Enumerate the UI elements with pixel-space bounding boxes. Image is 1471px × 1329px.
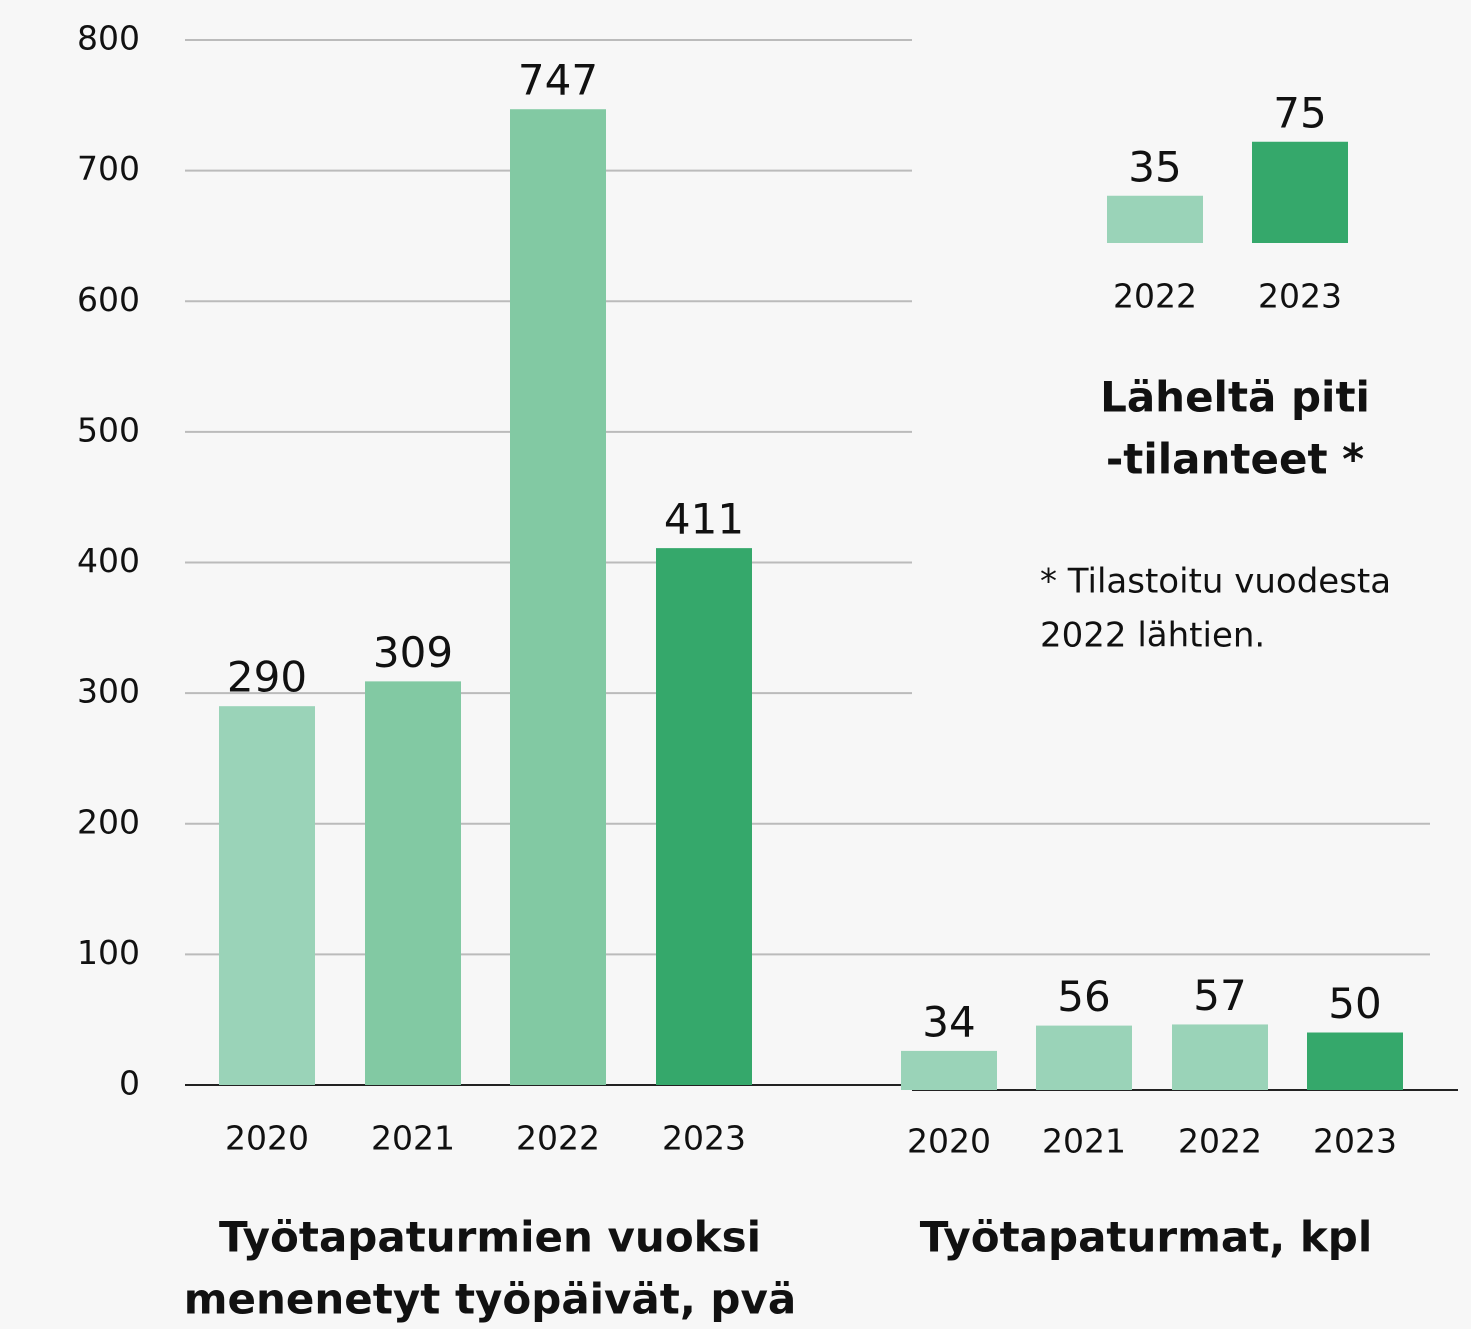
y-tick-label: 0	[119, 1064, 140, 1103]
x-tick-label: 2021	[371, 1119, 455, 1158]
value-label: 747	[518, 56, 598, 105]
bar	[656, 548, 752, 1085]
y-tick-label: 100	[77, 933, 140, 972]
value-label: 75	[1273, 88, 1326, 137]
y-tick-label: 400	[77, 541, 140, 580]
bar	[1307, 1032, 1403, 1090]
bar	[1252, 141, 1348, 243]
value-label: 56	[1057, 972, 1110, 1021]
chart-title: menenetyt työpäivät, pvä	[184, 1275, 796, 1324]
value-label: 50	[1328, 979, 1381, 1028]
footnote: 2022 lähtien.	[1040, 616, 1265, 656]
y-tick-label: 200	[77, 802, 140, 841]
value-label: 290	[227, 653, 307, 702]
footnote: * Tilastoitu vuodesta	[1040, 562, 1391, 602]
y-tick-label: 500	[77, 410, 140, 449]
y-tick-label: 300	[77, 672, 140, 711]
chart-title: Työtapaturmat, kpl	[920, 1213, 1373, 1262]
x-tick-label: 2022	[516, 1119, 600, 1158]
value-label: 34	[922, 997, 975, 1046]
bar	[510, 109, 606, 1085]
chart-title: -tilanteet *	[1106, 435, 1364, 484]
x-tick-label: 2023	[1258, 277, 1342, 316]
bar	[219, 706, 315, 1085]
x-tick-label: 2021	[1042, 1122, 1126, 1161]
x-tick-label: 2020	[907, 1122, 991, 1161]
y-tick-label: 600	[77, 280, 140, 319]
x-tick-label: 2022	[1178, 1122, 1262, 1161]
y-tick-label: 800	[77, 19, 140, 58]
bar	[901, 1050, 997, 1090]
value-label: 57	[1193, 971, 1246, 1020]
value-label: 35	[1128, 142, 1181, 191]
bar	[1172, 1024, 1268, 1090]
x-tick-label: 2022	[1113, 277, 1197, 316]
bar	[365, 681, 461, 1085]
x-tick-label: 2023	[662, 1119, 746, 1158]
x-tick-label: 2020	[225, 1119, 309, 1158]
value-label: 411	[664, 495, 744, 544]
bar	[1036, 1025, 1132, 1090]
value-label: 309	[373, 628, 453, 677]
chart-title: Työtapaturmien vuoksi	[219, 1213, 761, 1262]
bar	[1107, 195, 1203, 243]
chart-title: Läheltä piti	[1100, 373, 1370, 422]
x-tick-label: 2023	[1313, 1122, 1397, 1161]
y-tick-label: 700	[77, 149, 140, 188]
